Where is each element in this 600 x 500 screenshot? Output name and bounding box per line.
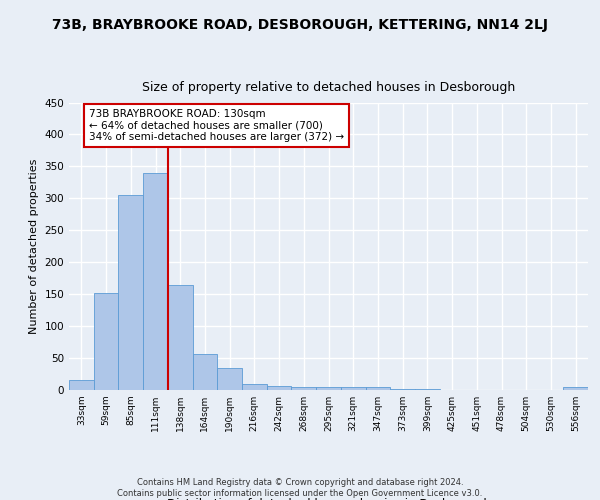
Title: Size of property relative to detached houses in Desborough: Size of property relative to detached ho… bbox=[142, 82, 515, 94]
Bar bbox=[193, 354, 217, 390]
Bar bbox=[168, 284, 193, 390]
Text: 73B, BRAYBROOKE ROAD, DESBOROUGH, KETTERING, NN14 2LJ: 73B, BRAYBROOKE ROAD, DESBOROUGH, KETTER… bbox=[52, 18, 548, 32]
Text: 73B BRAYBROOKE ROAD: 130sqm
← 64% of detached houses are smaller (700)
34% of se: 73B BRAYBROOKE ROAD: 130sqm ← 64% of det… bbox=[89, 109, 344, 142]
Bar bbox=[316, 387, 341, 390]
Bar bbox=[143, 173, 168, 390]
Bar bbox=[69, 380, 94, 390]
Bar bbox=[563, 388, 588, 390]
Y-axis label: Number of detached properties: Number of detached properties bbox=[29, 158, 39, 334]
X-axis label: Distribution of detached houses by size in Desborough: Distribution of detached houses by size … bbox=[167, 498, 490, 500]
Bar bbox=[94, 293, 118, 390]
Text: Contains HM Land Registry data © Crown copyright and database right 2024.
Contai: Contains HM Land Registry data © Crown c… bbox=[118, 478, 482, 498]
Bar bbox=[217, 368, 242, 390]
Bar bbox=[267, 386, 292, 390]
Bar bbox=[118, 195, 143, 390]
Bar bbox=[365, 388, 390, 390]
Bar bbox=[292, 388, 316, 390]
Bar bbox=[242, 384, 267, 390]
Bar bbox=[341, 388, 365, 390]
